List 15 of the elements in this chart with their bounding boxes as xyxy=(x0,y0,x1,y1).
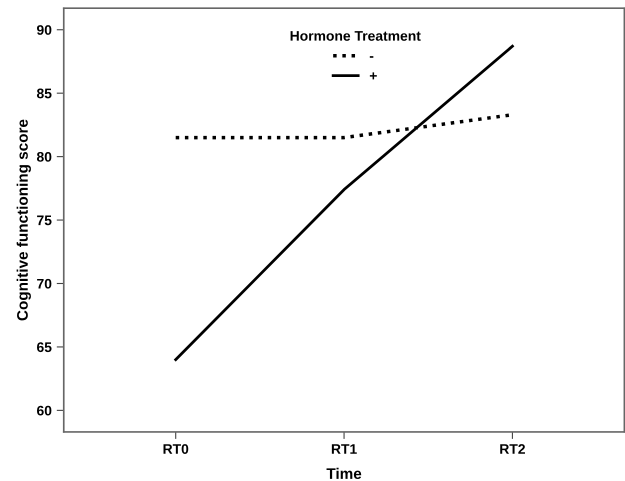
y-tick-label: 90 xyxy=(36,25,52,35)
y-tick-label: 70 xyxy=(37,278,52,289)
x-tick-label: RT2 xyxy=(500,444,525,454)
legend-label: - xyxy=(370,56,374,58)
y-tick-label: 75 xyxy=(37,216,52,226)
legend-label: + xyxy=(370,72,377,80)
y-tick-label: 85 xyxy=(36,88,52,98)
y-tick-label: 60 xyxy=(37,406,52,416)
x-axis-title: Time xyxy=(326,468,362,480)
y-tick-label: 80 xyxy=(36,152,52,162)
legend-title: Hormone Treatment xyxy=(290,31,421,41)
x-tick-label: RT0 xyxy=(164,444,188,454)
y-axis-title: Cognitive functioning score xyxy=(16,120,31,320)
x-tick-label: RT1 xyxy=(332,444,357,454)
y-tick-label: 65 xyxy=(37,342,52,352)
